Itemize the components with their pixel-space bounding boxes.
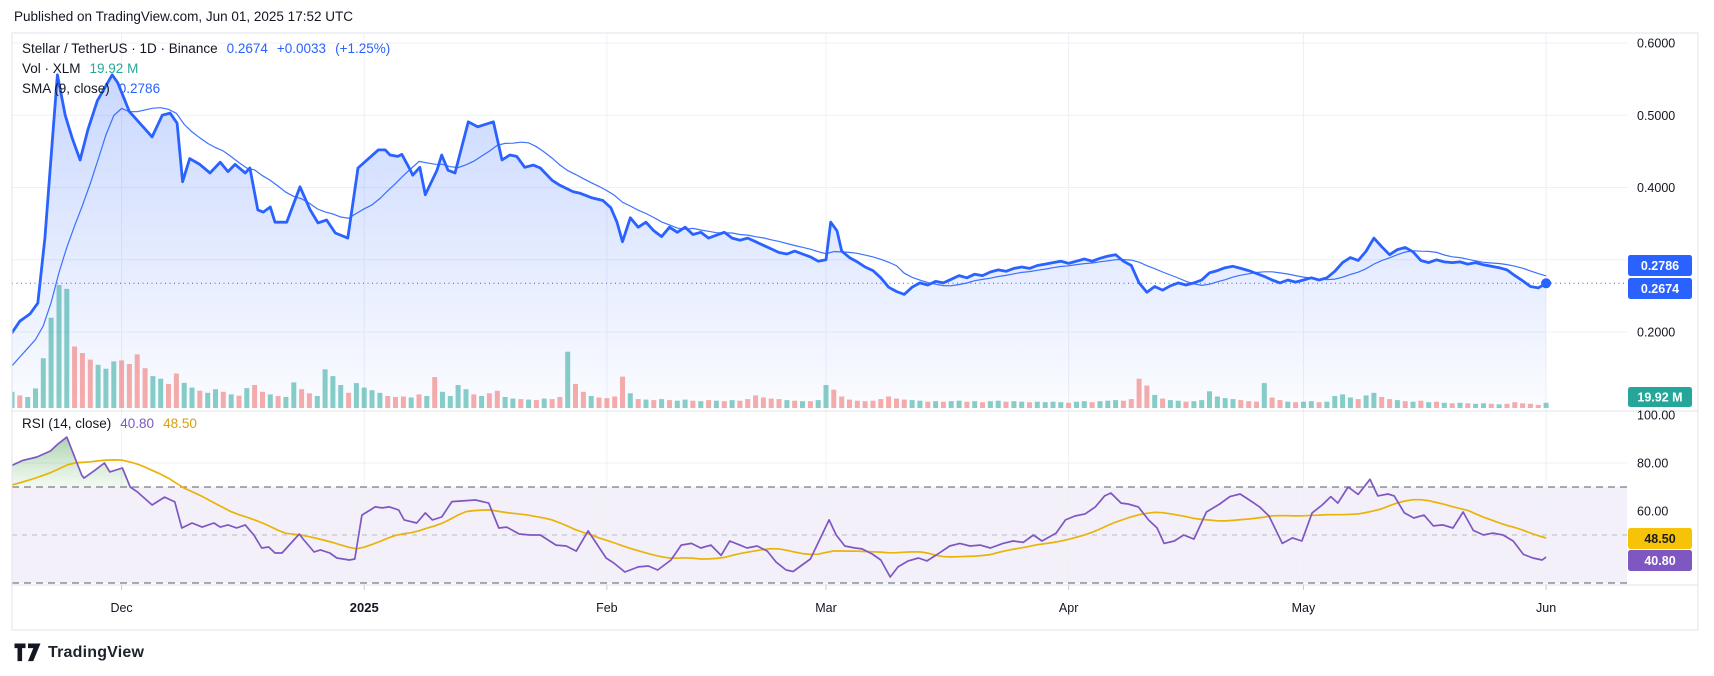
sma-line xyxy=(12,107,1547,367)
svg-text:48.50: 48.50 xyxy=(1644,532,1675,546)
axis-label: May xyxy=(1292,601,1316,615)
axis-label: Feb xyxy=(596,601,618,615)
axis-label: Mar xyxy=(815,601,837,615)
rsi-ma-line xyxy=(11,459,1547,560)
svg-text:19.92 M: 19.92 M xyxy=(1637,391,1682,405)
svg-text:0.2786: 0.2786 xyxy=(1641,259,1679,273)
last-price-badge: 0.2674 xyxy=(1628,278,1692,299)
volume-bars xyxy=(12,285,1549,408)
rsi-band xyxy=(12,487,1627,583)
published-caption: Published on TradingView.com, Jun 01, 20… xyxy=(14,9,353,24)
tradingview-logo-icon xyxy=(14,643,41,662)
axis-label: 100.00 xyxy=(1637,409,1675,423)
tradingview-brand-text: TradingView xyxy=(48,643,145,661)
svg-text:0.2674: 0.2674 xyxy=(1641,282,1679,296)
axis-label: Dec xyxy=(110,601,132,615)
rsi-level-lines xyxy=(12,486,1627,584)
volume-badge: 19.92 M xyxy=(1628,387,1692,407)
axis-label: 0.2000 xyxy=(1637,326,1675,340)
last-price-dot xyxy=(1541,278,1552,289)
axis-label: 0.5000 xyxy=(1637,109,1675,123)
axis-label: 2025 xyxy=(350,600,379,615)
svg-text:40.80: 40.80 xyxy=(1644,554,1675,568)
rsi-badge: 40.80 xyxy=(1628,550,1692,571)
sma-price-badge: 0.2786 xyxy=(1628,255,1692,276)
axis-label: 60.00 xyxy=(1637,505,1668,519)
rsi-line xyxy=(11,436,1547,578)
price-line xyxy=(12,73,1548,335)
rsi-ma-badge: 48.50 xyxy=(1628,528,1692,549)
axis-label: Apr xyxy=(1059,601,1078,615)
tradingview-logo[interactable]: TradingView xyxy=(14,643,144,662)
time-axis-ticks xyxy=(121,585,1547,590)
price-pane xyxy=(12,73,1549,409)
axis-label: 0.4000 xyxy=(1637,181,1675,195)
axis-label: 0.6000 xyxy=(1637,37,1675,51)
axis-label: 80.00 xyxy=(1637,457,1668,471)
chart-frame xyxy=(11,32,1699,631)
axis-label: Jun xyxy=(1536,601,1556,615)
price-area-fill xyxy=(12,74,1547,409)
